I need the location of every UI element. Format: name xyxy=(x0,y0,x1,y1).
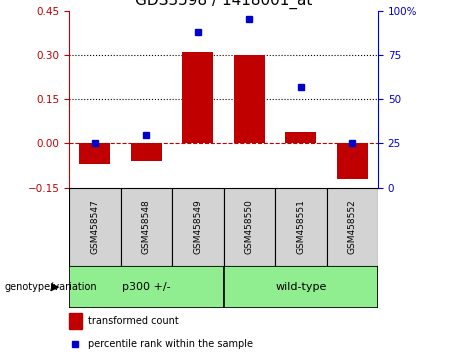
Text: genotype/variation: genotype/variation xyxy=(5,282,97,292)
FancyBboxPatch shape xyxy=(69,188,121,266)
FancyBboxPatch shape xyxy=(224,266,378,308)
Bar xyxy=(234,55,265,143)
Text: GSM458547: GSM458547 xyxy=(90,199,100,254)
Bar xyxy=(183,52,213,143)
Text: GSM458551: GSM458551 xyxy=(296,199,305,254)
Text: GSM458550: GSM458550 xyxy=(245,199,254,254)
Bar xyxy=(79,143,110,164)
FancyBboxPatch shape xyxy=(172,188,224,266)
Text: ▶: ▶ xyxy=(52,282,60,292)
Text: GSM458549: GSM458549 xyxy=(193,199,202,254)
Bar xyxy=(69,313,82,329)
FancyBboxPatch shape xyxy=(69,266,224,308)
FancyBboxPatch shape xyxy=(121,188,172,266)
FancyBboxPatch shape xyxy=(326,188,378,266)
Bar xyxy=(285,132,316,143)
Text: wild-type: wild-type xyxy=(275,282,326,292)
FancyBboxPatch shape xyxy=(275,188,326,266)
Title: GDS3598 / 1418001_at: GDS3598 / 1418001_at xyxy=(135,0,312,9)
Bar xyxy=(131,143,162,161)
Text: GSM458552: GSM458552 xyxy=(348,199,357,254)
Text: p300 +/-: p300 +/- xyxy=(122,282,171,292)
Text: percentile rank within the sample: percentile rank within the sample xyxy=(88,339,253,349)
Text: transformed count: transformed count xyxy=(88,316,178,326)
FancyBboxPatch shape xyxy=(224,188,275,266)
Bar xyxy=(337,143,368,179)
Text: GSM458548: GSM458548 xyxy=(142,199,151,254)
